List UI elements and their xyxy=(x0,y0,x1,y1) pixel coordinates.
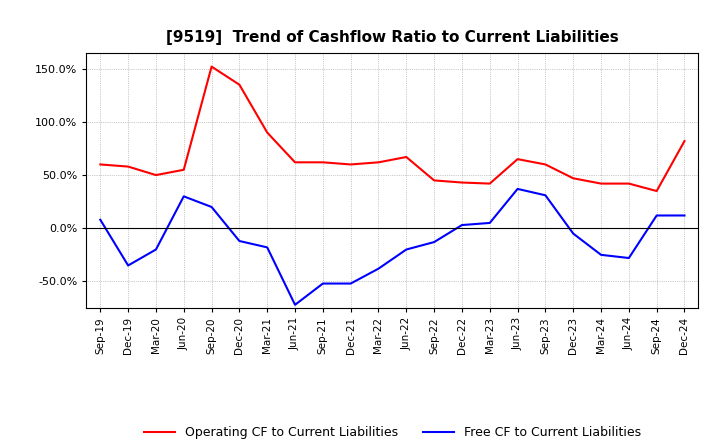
Operating CF to Current Liabilities xyxy=(374,160,383,165)
Free CF to Current Liabilities xyxy=(152,247,161,252)
Operating CF to Current Liabilities xyxy=(541,162,550,167)
Free CF to Current Liabilities xyxy=(513,186,522,191)
Free CF to Current Liabilities xyxy=(430,239,438,245)
Free CF to Current Liabilities xyxy=(402,247,410,252)
Free CF to Current Liabilities xyxy=(291,302,300,308)
Free CF to Current Liabilities xyxy=(96,217,104,222)
Operating CF to Current Liabilities xyxy=(402,154,410,160)
Operating CF to Current Liabilities xyxy=(346,162,355,167)
Free CF to Current Liabilities xyxy=(597,252,606,257)
Operating CF to Current Liabilities xyxy=(680,139,689,144)
Operating CF to Current Liabilities xyxy=(291,160,300,165)
Free CF to Current Liabilities xyxy=(235,238,243,244)
Operating CF to Current Liabilities xyxy=(96,162,104,167)
Free CF to Current Liabilities xyxy=(318,281,327,286)
Free CF to Current Liabilities xyxy=(569,231,577,236)
Operating CF to Current Liabilities xyxy=(597,181,606,186)
Operating CF to Current Liabilities xyxy=(430,178,438,183)
Free CF to Current Liabilities xyxy=(179,194,188,199)
Operating CF to Current Liabilities xyxy=(263,130,271,135)
Operating CF to Current Liabilities xyxy=(179,167,188,172)
Line: Free CF to Current Liabilities: Free CF to Current Liabilities xyxy=(100,189,685,305)
Free CF to Current Liabilities xyxy=(374,266,383,271)
Operating CF to Current Liabilities xyxy=(624,181,633,186)
Free CF to Current Liabilities xyxy=(124,263,132,268)
Line: Operating CF to Current Liabilities: Operating CF to Current Liabilities xyxy=(100,66,685,191)
Operating CF to Current Liabilities xyxy=(235,82,243,87)
Operating CF to Current Liabilities xyxy=(513,157,522,162)
Free CF to Current Liabilities xyxy=(458,223,467,228)
Operating CF to Current Liabilities xyxy=(152,172,161,178)
Operating CF to Current Liabilities xyxy=(652,188,661,194)
Legend: Operating CF to Current Liabilities, Free CF to Current Liabilities: Operating CF to Current Liabilities, Fre… xyxy=(138,422,647,440)
Free CF to Current Liabilities xyxy=(346,281,355,286)
Operating CF to Current Liabilities xyxy=(569,176,577,181)
Operating CF to Current Liabilities xyxy=(458,180,467,185)
Free CF to Current Liabilities xyxy=(680,213,689,218)
Free CF to Current Liabilities xyxy=(263,245,271,250)
Operating CF to Current Liabilities xyxy=(318,160,327,165)
Free CF to Current Liabilities xyxy=(541,193,550,198)
Operating CF to Current Liabilities xyxy=(485,181,494,186)
Free CF to Current Liabilities xyxy=(624,255,633,260)
Free CF to Current Liabilities xyxy=(485,220,494,226)
Title: [9519]  Trend of Cashflow Ratio to Current Liabilities: [9519] Trend of Cashflow Ratio to Curren… xyxy=(166,29,618,45)
Free CF to Current Liabilities xyxy=(652,213,661,218)
Free CF to Current Liabilities xyxy=(207,204,216,209)
Operating CF to Current Liabilities xyxy=(207,64,216,69)
Operating CF to Current Liabilities xyxy=(124,164,132,169)
